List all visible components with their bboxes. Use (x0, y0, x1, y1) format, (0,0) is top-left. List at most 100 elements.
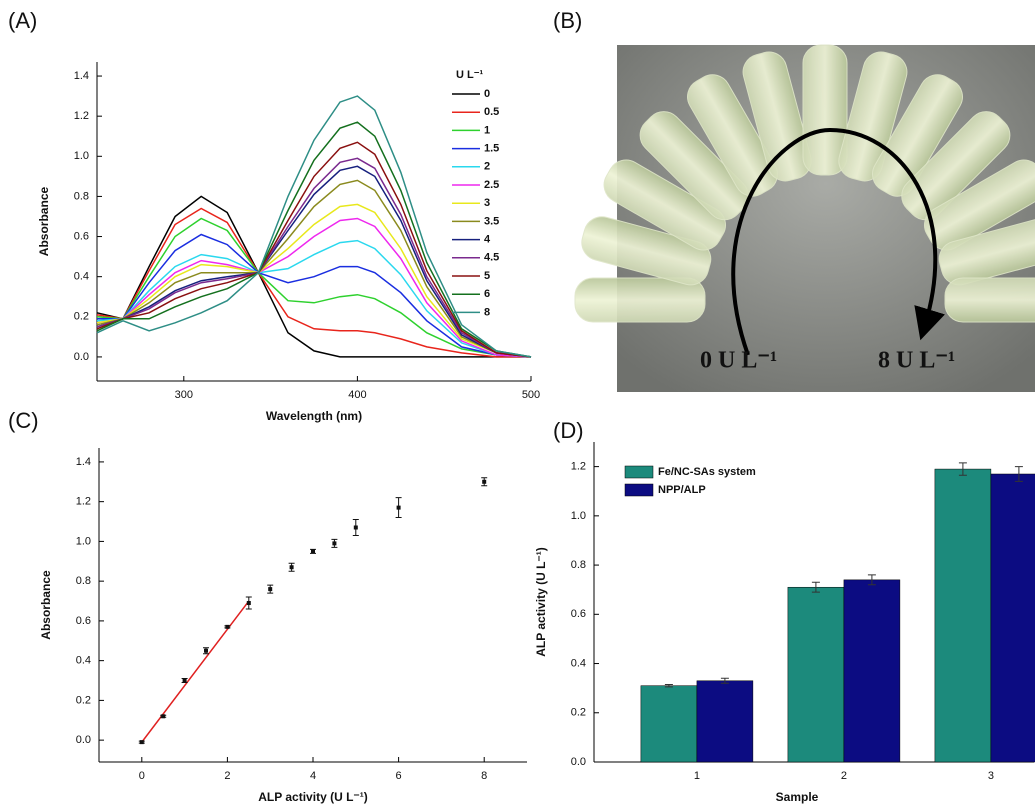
y-tick-label: 0.6 (74, 230, 89, 242)
legend-label: 6 (484, 288, 490, 300)
photo-label: 0 U L⁻¹ (700, 348, 777, 374)
legend-label: 5 (484, 270, 490, 282)
y-tick-label: 0.4 (76, 655, 91, 667)
error-bar (811, 581, 820, 593)
x-tick-label: 400 (348, 389, 366, 401)
y-tick-label: 0.8 (76, 575, 91, 587)
y-tick-label: 0.0 (571, 756, 586, 768)
legend-label: 4.5 (484, 252, 499, 264)
tube (574, 277, 706, 323)
spectrum-line (96, 217, 532, 358)
bar (696, 680, 754, 763)
data-point (396, 505, 401, 510)
panel-label: (D) (553, 418, 584, 443)
tubes (574, 44, 1035, 323)
data-point (268, 587, 273, 592)
y-tick-label: 0.2 (74, 311, 89, 323)
panel-label: (C) (8, 408, 39, 433)
legend-label: 1.5 (484, 143, 499, 155)
arrow (731, 127, 945, 356)
error-bar (958, 462, 967, 476)
error-bar (867, 574, 876, 586)
y-tick-label: 1.0 (76, 535, 91, 547)
x-tick-label: 4 (310, 770, 316, 782)
spectrum-line (96, 217, 532, 358)
data-point (246, 601, 251, 606)
x-tick-label: 300 (175, 389, 193, 401)
y-tick-label: 0.0 (76, 734, 91, 746)
spectrum-line (96, 179, 532, 358)
y-tick-label: 0.6 (571, 608, 586, 620)
error-bar (720, 677, 729, 684)
spectrum-line (96, 141, 532, 358)
spectrum-line (96, 95, 532, 358)
legend-label: 2 (484, 161, 490, 173)
y-tick-label: 0.4 (571, 657, 586, 669)
y-tick-label: 1.0 (571, 510, 586, 522)
tube (924, 159, 1035, 251)
tube (687, 74, 778, 197)
x-tick-label: 8 (481, 770, 487, 782)
legend-label: 8 (484, 306, 490, 318)
x-tick-label: 6 (396, 770, 402, 782)
bar (934, 468, 992, 763)
data-point (353, 525, 358, 530)
panel-label: (B) (553, 8, 582, 33)
data-point (482, 479, 487, 484)
y-axis-label: Absorbance (37, 187, 51, 257)
tube (838, 51, 908, 182)
spectrum-line (96, 165, 532, 358)
tube (872, 74, 963, 197)
spectrum-line (97, 233, 532, 358)
y-tick-label: 0.2 (571, 707, 586, 719)
x-axis-label: Sample (776, 790, 819, 804)
y-tick-label: 0.2 (76, 694, 91, 706)
bar (640, 685, 698, 763)
legend-title: U L⁻¹ (456, 69, 484, 81)
x-tick-label: 1 (694, 770, 700, 782)
x-axis-label: Wavelength (nm) (266, 409, 362, 423)
photo: 0 U L⁻¹ 8 U L⁻¹ (574, 44, 1035, 392)
data-point (161, 714, 166, 719)
spectrum-line (96, 157, 532, 358)
tube (603, 159, 726, 251)
photo-label: 8 U L⁻¹ (878, 348, 955, 374)
data-point (204, 648, 208, 653)
legend-label: 4 (484, 234, 491, 246)
bar (843, 579, 901, 763)
legend-label: Fe/NC-SAs system (658, 466, 756, 478)
tube (581, 216, 712, 286)
data-point (289, 565, 294, 570)
legend-label: 2.5 (484, 179, 499, 191)
y-tick-label: 1.2 (76, 496, 91, 508)
spectrum-line (96, 121, 532, 358)
x-axis-label: ALP activity (U L⁻¹) (258, 790, 367, 804)
data-point (332, 541, 337, 546)
spectrum-line (96, 203, 532, 358)
y-tick-label: 1.4 (74, 70, 89, 82)
legend-label: 1 (484, 124, 490, 136)
legend-label: 0.5 (484, 106, 499, 118)
x-tick-label: 3 (988, 770, 994, 782)
x-tick-label: 0 (139, 770, 145, 782)
data-point (225, 624, 230, 629)
tube (901, 111, 1011, 221)
y-tick-label: 1.2 (571, 461, 586, 473)
y-tick-label: 0.4 (74, 271, 89, 283)
y-axis-label: Absorbance (39, 570, 53, 640)
y-tick-label: 1.0 (74, 150, 89, 162)
legend-label: 3.5 (484, 215, 499, 227)
bar (990, 473, 1035, 763)
tube (938, 216, 1035, 286)
spectrum-line (96, 239, 532, 358)
legend-swatch (624, 465, 654, 479)
legend-swatch (624, 483, 654, 497)
y-axis-label: ALP activity (U L⁻¹) (534, 547, 548, 656)
error-bar (1014, 466, 1023, 482)
legend-label: 3 (484, 197, 490, 209)
error-bar (664, 683, 673, 688)
tube (802, 44, 848, 176)
y-tick-label: 0.0 (74, 351, 89, 363)
y-tick-label: 1.4 (76, 456, 91, 468)
